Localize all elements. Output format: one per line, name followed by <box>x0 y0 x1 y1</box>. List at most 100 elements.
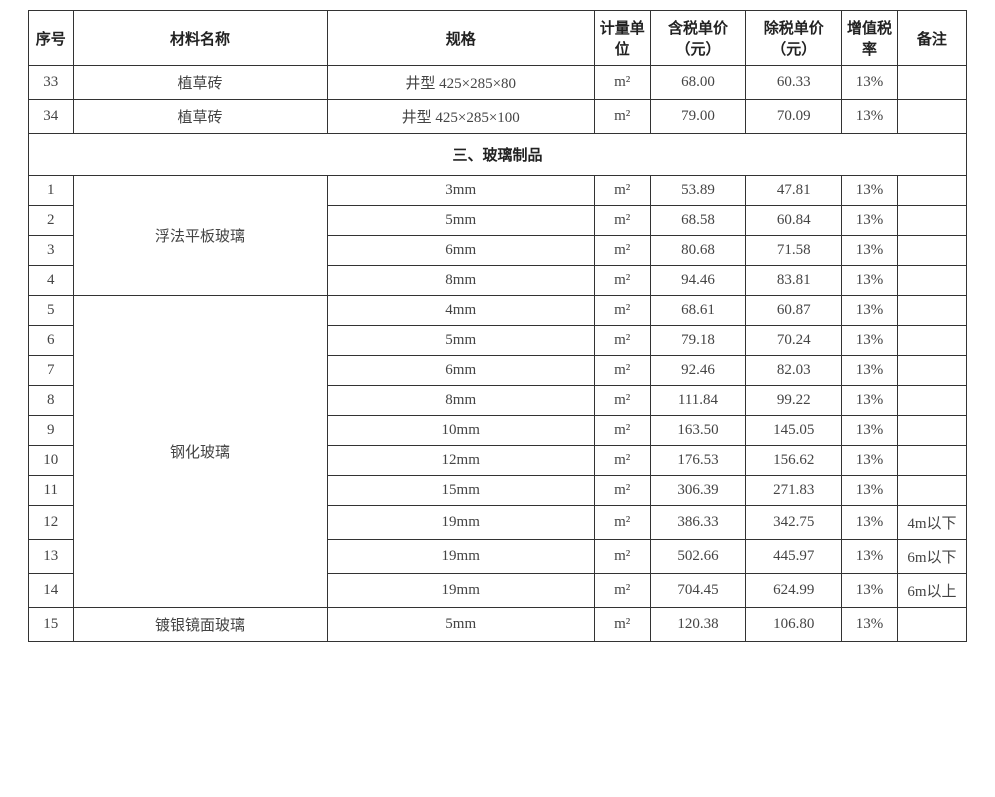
cell-unit: m² <box>594 176 650 206</box>
cell-name: 植草砖 <box>73 66 327 100</box>
cell-seq: 3 <box>29 236 74 266</box>
table-row: 34植草砖井型 425×285×100m²79.0070.0913% <box>29 100 967 134</box>
cell-note <box>897 66 966 100</box>
cell-price-tax: 163.50 <box>650 416 746 446</box>
cell-seq: 8 <box>29 386 74 416</box>
cell-vat: 13% <box>842 236 898 266</box>
cell-spec: 4mm <box>327 296 594 326</box>
cell-vat: 13% <box>842 176 898 206</box>
cell-unit: m² <box>594 476 650 506</box>
cell-spec: 19mm <box>327 574 594 608</box>
cell-unit: m² <box>594 66 650 100</box>
cell-seq: 6 <box>29 326 74 356</box>
cell-price-tax: 92.46 <box>650 356 746 386</box>
table-row: 15镀银镜面玻璃5mmm²120.38106.8013% <box>29 608 967 642</box>
cell-price-notax: 145.05 <box>746 416 842 446</box>
cell-seq: 1 <box>29 176 74 206</box>
cell-unit: m² <box>594 386 650 416</box>
cell-vat: 13% <box>842 326 898 356</box>
cell-price-notax: 624.99 <box>746 574 842 608</box>
cell-spec: 8mm <box>327 266 594 296</box>
cell-spec: 井型 425×285×100 <box>327 100 594 134</box>
cell-seq: 14 <box>29 574 74 608</box>
cell-price-notax: 445.97 <box>746 540 842 574</box>
cell-unit: m² <box>594 206 650 236</box>
cell-vat: 13% <box>842 66 898 100</box>
table-row: 1浮法平板玻璃3mmm²53.8947.8113% <box>29 176 967 206</box>
cell-price-notax: 60.87 <box>746 296 842 326</box>
cell-spec: 5mm <box>327 206 594 236</box>
cell-price-notax: 156.62 <box>746 446 842 476</box>
cell-price-tax: 94.46 <box>650 266 746 296</box>
cell-spec: 19mm <box>327 506 594 540</box>
cell-seq: 34 <box>29 100 74 134</box>
section-title: 三、玻璃制品 <box>29 134 967 176</box>
cell-name: 镀银镜面玻璃 <box>73 608 327 642</box>
cell-price-tax: 704.45 <box>650 574 746 608</box>
header-unit: 计量单位 <box>594 11 650 66</box>
header-note: 备注 <box>897 11 966 66</box>
table-row: 33植草砖井型 425×285×80m²68.0060.3313% <box>29 66 967 100</box>
cell-price-tax: 502.66 <box>650 540 746 574</box>
cell-vat: 13% <box>842 574 898 608</box>
table-body: 33植草砖井型 425×285×80m²68.0060.3313%34植草砖井型… <box>29 66 967 642</box>
cell-note <box>897 446 966 476</box>
cell-price-tax: 111.84 <box>650 386 746 416</box>
cell-unit: m² <box>594 416 650 446</box>
cell-note: 6m以上 <box>897 574 966 608</box>
cell-price-notax: 60.84 <box>746 206 842 236</box>
materials-table: 序号 材料名称 规格 计量单位 含税单价（元） 除税单价（元） 增值税率 备注 … <box>28 10 967 642</box>
cell-unit: m² <box>594 266 650 296</box>
cell-name: 钢化玻璃 <box>73 296 327 608</box>
cell-spec: 12mm <box>327 446 594 476</box>
cell-price-notax: 71.58 <box>746 236 842 266</box>
cell-price-tax: 80.68 <box>650 236 746 266</box>
cell-spec: 8mm <box>327 386 594 416</box>
cell-spec: 井型 425×285×80 <box>327 66 594 100</box>
header-spec: 规格 <box>327 11 594 66</box>
cell-spec: 5mm <box>327 608 594 642</box>
cell-vat: 13% <box>842 266 898 296</box>
cell-price-tax: 53.89 <box>650 176 746 206</box>
table-row: 5钢化玻璃4mmm²68.6160.8713% <box>29 296 967 326</box>
cell-unit: m² <box>594 100 650 134</box>
cell-price-tax: 120.38 <box>650 608 746 642</box>
cell-note: 4m以下 <box>897 506 966 540</box>
cell-vat: 13% <box>842 386 898 416</box>
cell-note <box>897 386 966 416</box>
cell-note <box>897 416 966 446</box>
cell-spec: 19mm <box>327 540 594 574</box>
cell-price-tax: 306.39 <box>650 476 746 506</box>
cell-price-tax: 68.00 <box>650 66 746 100</box>
cell-vat: 13% <box>842 506 898 540</box>
cell-unit: m² <box>594 326 650 356</box>
cell-seq: 13 <box>29 540 74 574</box>
table-header: 序号 材料名称 规格 计量单位 含税单价（元） 除税单价（元） 增值税率 备注 <box>29 11 967 66</box>
cell-note <box>897 476 966 506</box>
cell-price-notax: 271.83 <box>746 476 842 506</box>
cell-price-notax: 99.22 <box>746 386 842 416</box>
header-price-tax: 含税单价（元） <box>650 11 746 66</box>
cell-spec: 6mm <box>327 356 594 386</box>
cell-spec: 10mm <box>327 416 594 446</box>
cell-unit: m² <box>594 574 650 608</box>
header-seq: 序号 <box>29 11 74 66</box>
cell-price-notax: 70.09 <box>746 100 842 134</box>
cell-vat: 13% <box>842 296 898 326</box>
page-container: 序号 材料名称 规格 计量单位 含税单价（元） 除税单价（元） 增值税率 备注 … <box>0 0 995 642</box>
cell-price-tax: 79.18 <box>650 326 746 356</box>
cell-price-tax: 68.61 <box>650 296 746 326</box>
cell-seq: 10 <box>29 446 74 476</box>
header-price-notax: 除税单价（元） <box>746 11 842 66</box>
cell-note <box>897 356 966 386</box>
cell-price-tax: 386.33 <box>650 506 746 540</box>
cell-name: 浮法平板玻璃 <box>73 176 327 296</box>
cell-note <box>897 608 966 642</box>
cell-note <box>897 266 966 296</box>
cell-price-tax: 176.53 <box>650 446 746 476</box>
cell-price-notax: 106.80 <box>746 608 842 642</box>
cell-note <box>897 206 966 236</box>
cell-price-notax: 342.75 <box>746 506 842 540</box>
cell-vat: 13% <box>842 608 898 642</box>
cell-vat: 13% <box>842 446 898 476</box>
